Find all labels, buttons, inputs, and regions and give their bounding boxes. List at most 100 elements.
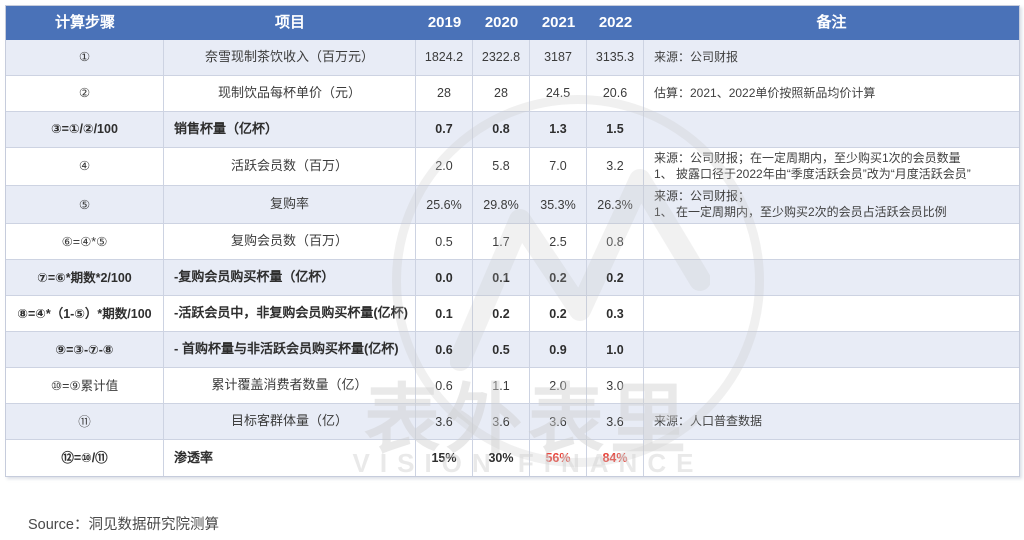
item-cell: 目标客群体量（亿）	[164, 404, 416, 441]
value-2019: 0.6	[416, 368, 473, 405]
note-cell: 来源：公司财报	[644, 40, 1019, 76]
value-2022: 26.3%	[587, 186, 644, 225]
value-2019: 0.6	[416, 332, 473, 369]
value-2021: 35.3%	[530, 186, 587, 225]
value-2019: 0.7	[416, 112, 473, 148]
value-2021: 56%	[530, 440, 587, 477]
step-cell: ⑦=⑥*期数*2/100	[6, 260, 164, 297]
step-cell: ⑨=③-⑦-⑧	[6, 332, 164, 369]
table-header-row: 计算步骤 项目 2019 2020 2021 2022 备注	[6, 6, 1019, 40]
header-col-year-2021: 2021	[541, 14, 576, 32]
value-2022: 3.6	[587, 404, 644, 441]
step-cell: ⑩=⑨累计值	[6, 368, 164, 405]
item-cell: 活跃会员数（百万）	[164, 148, 416, 187]
value-2022: 3135.3	[587, 40, 644, 76]
value-2022: 20.6	[587, 76, 644, 112]
value-2022: 0.8	[587, 224, 644, 261]
note-cell	[644, 296, 1019, 333]
value-2021: 2.5	[530, 224, 587, 261]
header-col-year-2022: 2022	[598, 14, 633, 32]
header-col-year-2020: 2020	[484, 14, 519, 32]
value-2020: 1.7	[473, 224, 530, 261]
step-cell: ②	[6, 76, 164, 112]
note-cell: 来源：公司财报；在一定周期内，至少购买1次的会员数量 1、 披露口径于2022年由…	[644, 148, 1019, 187]
value-2019: 15%	[416, 440, 473, 477]
note-cell	[644, 440, 1019, 476]
table-row: ⑦=⑥*期数*2/100 -复购会员购买杯量（亿杯） 0.0 0.1 0.2 0…	[6, 260, 1019, 297]
item-cell: -复购会员购买杯量（亿杯）	[164, 260, 416, 297]
table-row: ⑫=⑩/⑪ 渗透率 15% 30% 56% 84%	[6, 440, 1019, 477]
note-line: 来源：人口普查数据	[654, 414, 763, 429]
table-row: ② 现制饮品每杯单价（元） 28 28 24.5 20.6 估算：2021、20…	[6, 76, 1019, 112]
value-2020: 0.1	[473, 260, 530, 297]
value-2020: 2322.8	[473, 40, 530, 76]
note-line: 来源：公司财报；在一定周期内，至少购买1次的会员数量	[654, 151, 961, 165]
value-2019: 3.6	[416, 404, 473, 441]
value-2022: 1.0	[587, 332, 644, 369]
item-cell: 复购会员数（百万）	[164, 224, 416, 261]
table-row: ⑩=⑨累计值 累计覆盖消费者数量（亿） 0.6 1.1 2.0 3.0	[6, 368, 1019, 405]
value-2020: 0.2	[473, 296, 530, 333]
item-cell: -活跃会员中，非复购会员购买杯量(亿杯)	[164, 296, 416, 333]
value-2021: 3187	[530, 40, 587, 76]
step-cell: ⑫=⑩/⑪	[6, 440, 164, 477]
value-2021: 1.3	[530, 112, 587, 148]
value-2020: 3.6	[473, 404, 530, 441]
note-line: 估算：2021、2022单价按照新品均价计算	[654, 85, 876, 100]
step-cell: ⑥=④*⑤	[6, 224, 164, 261]
step-cell: ③=①/②/100	[6, 112, 164, 148]
value-2020: 29.8%	[473, 186, 530, 225]
item-cell: 销售杯量（亿杯）	[164, 112, 416, 148]
table-row: ⑪ 目标客群体量（亿） 3.6 3.6 3.6 3.6 来源：人口普查数据	[6, 404, 1019, 441]
note-cell: 来源：公司财报； 1、 在一定周期内，至少购买2次的会员占活跃会员比例	[644, 186, 1019, 225]
value-2019: 0.1	[416, 296, 473, 333]
value-2020: 5.8	[473, 148, 530, 187]
value-2020: 0.5	[473, 332, 530, 369]
note-cell: 估算：2021、2022单价按照新品均价计算	[644, 76, 1019, 112]
table-row: ⑨=③-⑦-⑧ - 首购杯量与非活跃会员购买杯量(亿杯) 0.6 0.5 0.9…	[6, 332, 1019, 369]
value-2020: 1.1	[473, 368, 530, 405]
step-cell: ⑧=④*（1-⑤）*期数/100	[6, 296, 164, 333]
header-col-item: 项目	[274, 14, 305, 32]
value-2022: 1.5	[587, 112, 644, 148]
value-2022: 0.3	[587, 296, 644, 333]
value-2019: 0.0	[416, 260, 473, 297]
value-2022: 0.2	[587, 260, 644, 297]
table-row: ⑥=④*⑤ 复购会员数（百万） 0.5 1.7 2.5 0.8	[6, 224, 1019, 261]
table-body: ① 奈雪现制茶饮收入（百万元） 1824.2 2322.8 3187 3135.…	[6, 40, 1019, 477]
value-2019: 25.6%	[416, 186, 473, 225]
note-line: 1、 在一定周期内，至少购买2次的会员占活跃会员比例	[654, 204, 947, 219]
note-line: 1、 披露口径于2022年由“季度活跃会员”改为“月度活跃会员”	[654, 166, 971, 181]
header-col-note: 备注	[816, 14, 847, 32]
value-2021: 0.2	[530, 260, 587, 297]
value-2020: 28	[473, 76, 530, 112]
value-2020: 0.8	[473, 112, 530, 148]
item-cell: 渗透率	[164, 440, 416, 477]
item-cell: - 首购杯量与非活跃会员购买杯量(亿杯)	[164, 332, 416, 369]
table-row: ⑧=④*（1-⑤）*期数/100 -活跃会员中，非复购会员购买杯量(亿杯) 0.…	[6, 296, 1019, 333]
value-2021: 3.6	[530, 404, 587, 441]
note-cell	[644, 332, 1019, 369]
step-cell: ①	[6, 40, 164, 76]
item-cell: 现制饮品每杯单价（元）	[164, 76, 416, 112]
table-row: ① 奈雪现制茶饮收入（百万元） 1824.2 2322.8 3187 3135.…	[6, 40, 1019, 76]
note-line: 来源：公司财报；	[654, 189, 751, 204]
value-2021: 24.5	[530, 76, 587, 112]
item-cell: 奈雪现制茶饮收入（百万元）	[164, 40, 416, 76]
value-2019: 28	[416, 76, 473, 112]
note-cell	[644, 368, 1019, 405]
value-2019: 0.5	[416, 224, 473, 261]
header-col-step: 计算步骤	[54, 14, 115, 32]
value-2022: 3.0	[587, 368, 644, 405]
value-2020: 30%	[473, 440, 530, 477]
item-cell: 累计覆盖消费者数量（亿）	[164, 368, 416, 405]
value-2021: 2.0	[530, 368, 587, 405]
value-2021: 7.0	[530, 148, 587, 187]
table-row: ③=①/②/100 销售杯量（亿杯） 0.7 0.8 1.3 1.5	[6, 112, 1019, 148]
value-2022: 84%	[587, 440, 644, 477]
calculation-table: 计算步骤 项目 2019 2020 2021 2022 备注 ① 奈雪现制茶饮收…	[5, 5, 1020, 478]
table-row: ④ 活跃会员数（百万） 2.0 5.8 7.0 3.2 来源：公司财报；在一定周…	[6, 148, 1019, 187]
table-row: ⑤ 复购率 25.6% 29.8% 35.3% 26.3% 来源：公司财报； 1、…	[6, 186, 1019, 225]
step-cell: ⑤	[6, 186, 164, 225]
